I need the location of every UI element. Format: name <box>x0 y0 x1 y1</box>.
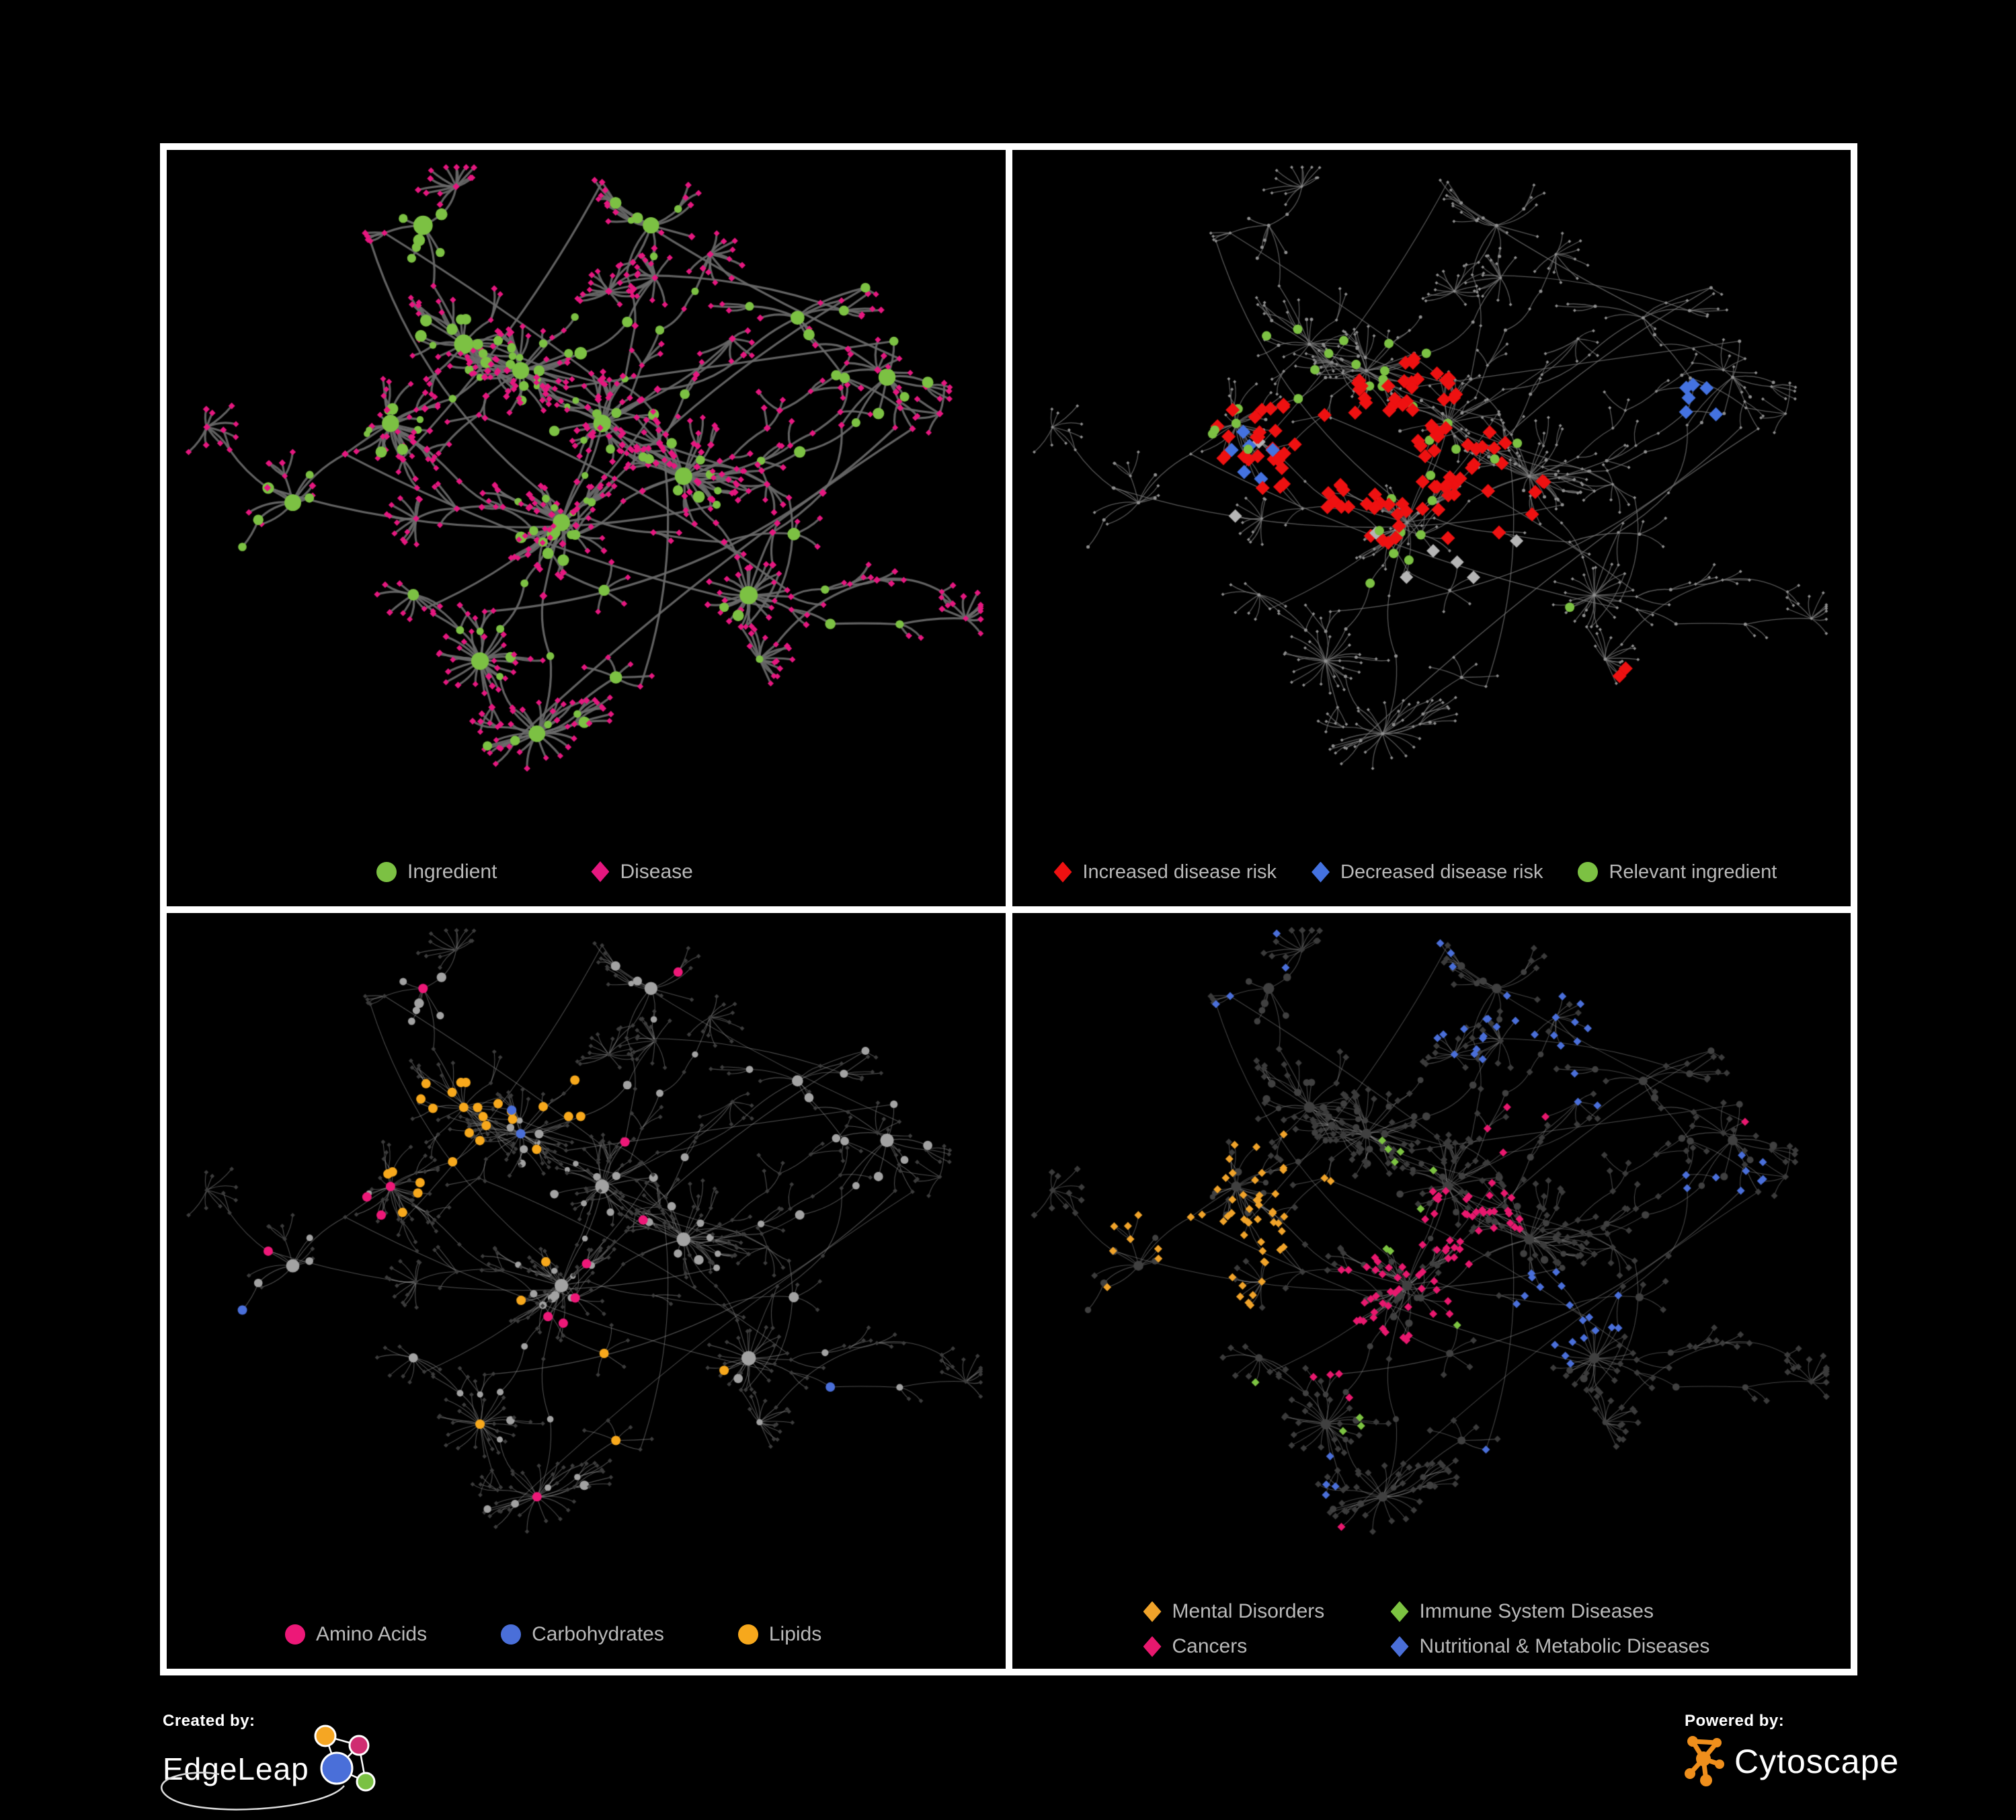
network-graph-ingredient-disease <box>167 150 1005 829</box>
edgeleap-logo-icon <box>160 1725 376 1811</box>
legend-marker-diamond-icon <box>1143 1601 1162 1622</box>
legend-item: Lipids <box>737 1623 822 1646</box>
powered-by-block: Powered by: Cytoscape <box>1685 1712 1899 1790</box>
legend-marker-circle-icon <box>501 1624 522 1645</box>
cytoscape-wordmark: Cytoscape <box>1734 1743 1900 1780</box>
legend-disease-classes: Mental Disorders Immune System Diseases Ca… <box>1143 1600 1710 1658</box>
legend-item: Decreased disease risk <box>1312 861 1543 883</box>
created-by-label: Created by: <box>163 1712 255 1730</box>
legend-marker-circle-icon <box>737 1624 758 1645</box>
legend-label: Disease <box>620 860 693 883</box>
legend-marker-diamond-icon <box>1053 861 1072 883</box>
legend-marker-diamond-icon <box>1143 1636 1162 1657</box>
legend-marker-diamond-icon <box>591 861 610 882</box>
legend-item: Nutritional & Metabolic Diseases <box>1390 1635 1710 1658</box>
legend-ingredient-disease: Ingredient Disease <box>376 861 693 883</box>
legend-item: Relevant ingredient <box>1578 861 1777 883</box>
panel-ingredient-disease-network: Ingredient Disease <box>167 150 1006 906</box>
legend-item: Carbohydrates <box>501 1623 664 1646</box>
legend-disease-risk: Increased disease risk Decreased disease … <box>1053 861 1777 883</box>
legend-item: Increased disease risk <box>1053 861 1277 883</box>
legend-item: Amino Acids <box>285 1623 427 1646</box>
legend-item: Disease <box>591 860 693 883</box>
legend-label: Decreased disease risk <box>1340 861 1543 883</box>
network-graph-disease-classes <box>1012 912 1851 1592</box>
network-graph-disease-risk <box>1012 150 1851 829</box>
network-graph-nutrient-classes <box>167 912 1005 1592</box>
panel-disease-risk-network: Increased disease risk Decreased disease … <box>1012 150 1851 906</box>
legend-item: Mental Disorders <box>1143 1600 1391 1623</box>
legend-marker-circle-icon <box>376 861 397 882</box>
legend-marker-circle-icon <box>1578 862 1599 882</box>
legend-label: Cancers <box>1172 1635 1248 1657</box>
legend-item: Immune System Diseases <box>1390 1600 1710 1623</box>
edgeleap-wordmark: EdgeLeap <box>163 1751 309 1786</box>
powered-by-label: Powered by: <box>1685 1712 1785 1730</box>
legend-label: Relevant ingredient <box>1609 861 1777 883</box>
legend-label: Carbohydrates <box>532 1623 664 1645</box>
cytoscape-logo-icon <box>1685 1736 1724 1786</box>
legend-marker-diamond-icon <box>1390 1601 1409 1622</box>
legend-label: Immune System Diseases <box>1419 1600 1654 1622</box>
legend-label: Increased disease risk <box>1082 861 1277 883</box>
legend-label: Mental Disorders <box>1172 1600 1325 1622</box>
legend-marker-circle-icon <box>285 1624 305 1645</box>
legend-marker-diamond-icon <box>1390 1636 1409 1657</box>
created-by-block: Created by: EdgeLeap <box>160 1712 385 1811</box>
panel-disease-class-network: Mental Disorders Immune System Diseases Ca… <box>1012 912 1851 1669</box>
legend-label: Ingredient <box>407 860 497 883</box>
legend-label: Amino Acids <box>316 1623 428 1645</box>
legend-item: Ingredient <box>376 861 497 883</box>
legend-item: Cancers <box>1143 1635 1391 1658</box>
legend-label: Lipids <box>768 1623 822 1645</box>
legend-nutrient-classes: Amino Acids Carbohydrates Lipids <box>285 1623 821 1646</box>
figure-frame: Ingredient Disease Increased disease risk… <box>160 143 1857 1675</box>
legend-marker-diamond-icon <box>1312 861 1330 883</box>
legend-label: Nutritional & Metabolic Diseases <box>1419 1635 1710 1657</box>
panel-nutrient-class-network: Amino Acids Carbohydrates Lipids <box>167 912 1006 1669</box>
